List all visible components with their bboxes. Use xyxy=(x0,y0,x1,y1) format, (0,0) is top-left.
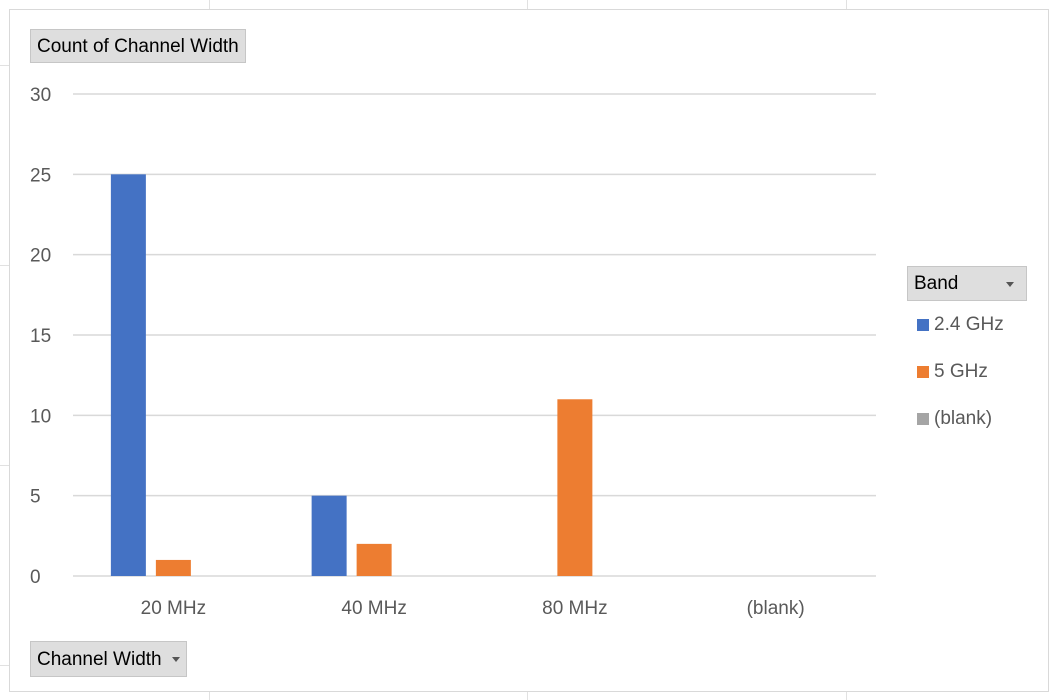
y-tick-label: 0 xyxy=(30,567,41,588)
x-tick-label: 40 MHz xyxy=(341,598,406,619)
bar-5-ghz-40-mhz[interactable] xyxy=(356,543,392,576)
sheet-gridline xyxy=(527,692,528,700)
y-tick-label: 10 xyxy=(30,406,51,427)
x-axis-tick-labels: 20 MHz 40 MHz 80 MHz (blank) xyxy=(141,598,805,619)
x-tick-label: 20 MHz xyxy=(141,598,206,619)
bar-5-ghz-80-mhz[interactable] xyxy=(557,399,593,576)
sheet-gridline xyxy=(846,692,847,700)
sheet-gridline xyxy=(209,692,210,700)
legend-entry[interactable]: 5 GHz xyxy=(917,361,988,383)
chart-area[interactable] xyxy=(9,9,1049,692)
legend-entry[interactable]: 2.4 GHz xyxy=(917,314,1004,336)
bar-2-4-ghz-20-mhz[interactable] xyxy=(110,174,146,577)
y-tick-label: 15 xyxy=(30,326,51,347)
axis-field-label: Channel Width xyxy=(37,649,162,670)
legend-entry[interactable]: (blank) xyxy=(917,408,992,430)
legend-swatch xyxy=(917,319,929,331)
axis-field-button[interactable]: Channel Width xyxy=(30,641,187,677)
legend-label: (blank) xyxy=(934,408,993,429)
value-field-label: Count of Channel Width xyxy=(37,36,239,57)
chevron-down-icon[interactable] xyxy=(171,657,180,663)
y-tick-label: 5 xyxy=(30,487,41,508)
y-tick-label: 30 xyxy=(30,85,51,106)
x-tick-label: 80 MHz xyxy=(542,598,607,619)
y-tick-label: 25 xyxy=(30,165,51,186)
legend-field-label: Band xyxy=(914,273,959,294)
y-tick-label: 20 xyxy=(30,246,51,267)
value-field-button[interactable]: Count of Channel Width xyxy=(30,29,246,63)
chevron-down-icon[interactable] xyxy=(1006,282,1014,287)
bar-2-4-ghz-40-mhz[interactable] xyxy=(311,495,347,576)
sheet-gridline xyxy=(527,0,528,9)
sheet-gridline xyxy=(846,0,847,9)
legend-swatch xyxy=(917,366,929,378)
sheet-gridline xyxy=(209,0,210,9)
sheet-gridline xyxy=(0,265,9,266)
legend-field-button[interactable]: Band xyxy=(907,266,1027,301)
bar-5-ghz-20-mhz[interactable] xyxy=(155,559,191,576)
sheet-gridline xyxy=(0,65,9,66)
bars xyxy=(110,174,593,577)
sheet-gridline xyxy=(0,665,9,666)
sheet-gridline xyxy=(0,465,9,466)
legend-label: 5 GHz xyxy=(934,361,988,382)
x-tick-label: (blank) xyxy=(747,598,805,619)
y-axis-tick-labels: 0 5 10 15 20 25 30 xyxy=(30,85,51,588)
legend-swatch xyxy=(917,413,929,425)
legend-label: 2.4 GHz xyxy=(934,314,1004,335)
gridlines xyxy=(73,93,876,577)
